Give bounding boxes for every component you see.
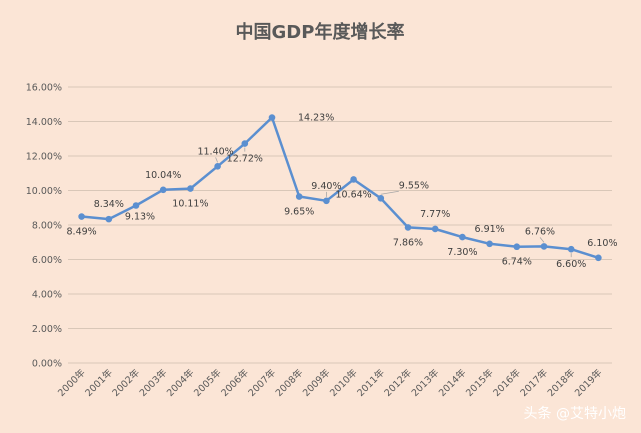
data-label: 8.49%: [67, 227, 97, 238]
watermark-text: 头条 @艾特小炮: [524, 405, 626, 422]
y-tick-label: 6.00%: [32, 255, 62, 266]
data-label: 6.60%: [556, 259, 586, 270]
series-line: [81, 116, 599, 259]
data-point: [132, 202, 140, 209]
data-label: 6.91%: [475, 224, 505, 235]
x-tick-label: 2016年: [491, 366, 524, 399]
y-tick-label: 8.00%: [32, 221, 62, 232]
data-point: [377, 194, 385, 202]
data-label: 7.30%: [447, 247, 477, 258]
data-point: [540, 243, 548, 250]
x-axis-ticks: 2000年2001年2002年2003年2004年2005年2006年2007年…: [55, 366, 604, 399]
x-tick-label: 2011年: [355, 366, 388, 399]
data-points: [78, 114, 602, 262]
leader-line: [380, 190, 399, 195]
data-label: 6.76%: [525, 226, 555, 237]
data-label: 8.34%: [94, 199, 124, 210]
y-tick-label: 14.00%: [26, 117, 62, 128]
data-point: [295, 193, 303, 200]
data-point: [268, 114, 276, 121]
data-point: [404, 224, 412, 231]
data-label: 9.55%: [399, 180, 429, 191]
x-tick-label: 2007年: [246, 366, 279, 399]
data-point: [350, 176, 357, 183]
y-tick-label: 16.00%: [26, 83, 62, 94]
data-label: 9.40%: [311, 181, 341, 192]
chart-title: 中国GDP年度增长率: [236, 21, 405, 43]
label-leader-lines: [215, 147, 572, 258]
data-point: [78, 213, 85, 220]
y-tick-label: 10.00%: [26, 186, 62, 197]
gridlines: [68, 86, 612, 364]
data-point: [595, 254, 602, 262]
x-tick-label: 2004年: [164, 366, 197, 399]
x-tick-label: 2014年: [436, 366, 469, 399]
x-tick-label: 2008年: [273, 366, 306, 399]
data-point: [431, 225, 439, 233]
data-point: [187, 185, 194, 192]
x-tick-label: 2006年: [219, 366, 252, 399]
data-label: 10.11%: [172, 199, 208, 210]
data-point: [513, 243, 521, 251]
y-tick-label: 2.00%: [32, 324, 62, 335]
watermark: 头条 @艾特小炮: [524, 405, 626, 422]
x-tick-label: 2003年: [137, 366, 170, 399]
data-point: [323, 197, 330, 205]
x-tick-label: 2013年: [409, 366, 442, 399]
y-tick-label: 0.00%: [32, 359, 62, 370]
x-tick-label: 2010年: [327, 366, 360, 399]
data-labels: 8.49% 8.34%9.13% 10.04% 10.11% 11.40%12.72% 1…: [67, 113, 618, 271]
data-label: 14.23%: [298, 113, 334, 124]
y-tick-label: 12.00%: [26, 152, 62, 163]
data-point: [567, 245, 575, 253]
data-label: 11.40%: [197, 146, 233, 157]
x-tick-label: 2012年: [382, 366, 415, 399]
x-tick-label: 2015年: [463, 366, 496, 399]
data-label: 9.13%: [125, 212, 155, 223]
x-tick-label: 2018年: [545, 366, 578, 399]
leader-line: [215, 157, 218, 163]
data-label: 6.74%: [502, 257, 532, 268]
data-point: [214, 163, 221, 170]
x-tick-label: 2019年: [572, 366, 605, 399]
data-point: [459, 233, 466, 241]
x-tick-label: 2009年: [300, 366, 333, 399]
data-label: 7.77%: [420, 209, 450, 220]
data-label: 7.86%: [393, 237, 423, 248]
leader-line: [539, 237, 545, 243]
data-label: 10.04%: [145, 170, 181, 181]
data-label: 12.72%: [227, 154, 263, 165]
data-label: 10.64%: [335, 189, 371, 200]
x-tick-label: 2001年: [83, 366, 116, 399]
data-label: 6.10%: [587, 238, 617, 249]
x-tick-label: 2000年: [55, 366, 88, 399]
data-point: [159, 186, 167, 194]
data-label: 9.65%: [284, 207, 314, 218]
y-tick-label: 4.00%: [32, 290, 62, 301]
data-point: [241, 140, 249, 147]
y-axis-ticks: 0.00% 2.00% 4.00% 6.00% 8.00% 10.00% 12.00% 14.…: [26, 83, 62, 370]
x-tick-label: 2002年: [110, 366, 143, 399]
x-tick-label: 2017年: [518, 366, 551, 399]
data-point: [486, 240, 493, 248]
x-tick-label: 2005年: [191, 366, 224, 399]
data-point: [105, 215, 113, 223]
